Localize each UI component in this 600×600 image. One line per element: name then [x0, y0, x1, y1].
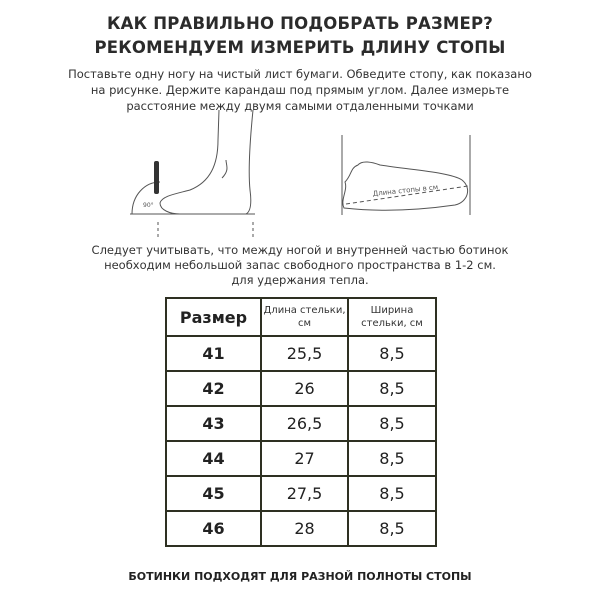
- pencil-icon: [154, 161, 159, 194]
- cell-size: 42: [165, 370, 262, 407]
- fit-note-line-2: необходим небольшой запас свободного про…: [104, 258, 496, 272]
- size-table: Размер Длина стельки, см Ширина стельки,…: [165, 297, 437, 547]
- cell-size: 46: [165, 510, 262, 547]
- cell-width: 8,5: [347, 475, 437, 512]
- table-row: 44 27 8,5: [165, 440, 437, 477]
- header-insole-length: Длина стельки, см: [260, 297, 349, 337]
- cell-width: 8,5: [347, 370, 437, 407]
- cell-size: 41: [165, 335, 262, 372]
- foot-length-label: Длина стопы в см: [372, 183, 438, 198]
- cell-size: 43: [165, 405, 262, 442]
- cell-length: 26,5: [260, 405, 349, 442]
- header-insole-width: Ширина стельки, см: [347, 297, 437, 337]
- foot-measurement-illustration: 90° Длина стопы в см: [130, 110, 471, 238]
- table-row: 45 27,5 8,5: [165, 475, 437, 512]
- cell-length: 27: [260, 440, 349, 477]
- intro-text: Поставьте одну ногу на чистый лист бумаг…: [68, 67, 532, 113]
- table-row: 41 25,5 8,5: [165, 335, 437, 372]
- footer-note: БОТИНКИ ПОДХОДЯТ ДЛЯ РАЗНОЙ ПОЛНОТЫ СТОП…: [128, 570, 472, 583]
- angle-label: 90°: [143, 202, 154, 209]
- cell-length: 27,5: [260, 475, 349, 512]
- cell-size: 44: [165, 440, 262, 477]
- cell-width: 8,5: [347, 440, 437, 477]
- cell-width: 8,5: [347, 510, 437, 547]
- fit-note-line-3: для удержания тепла.: [231, 273, 369, 287]
- cell-length: 26: [260, 370, 349, 407]
- cell-length: 28: [260, 510, 349, 547]
- fit-note-line-1: Следует учитывать, что между ногой и вну…: [91, 243, 509, 257]
- foot-outline-drawing: [341, 135, 471, 215]
- cell-size: 45: [165, 475, 262, 512]
- table-header-row: Размер Длина стельки, см Ширина стельки,…: [165, 297, 437, 337]
- table-row: 46 28 8,5: [165, 510, 437, 547]
- fit-note: Следует учитывать, что между ногой и вну…: [80, 243, 520, 288]
- cell-width: 8,5: [347, 335, 437, 372]
- header-size: Размер: [165, 297, 262, 337]
- cell-width: 8,5: [347, 405, 437, 442]
- cell-length: 25,5: [260, 335, 349, 372]
- side-foot-drawing: [130, 110, 255, 238]
- heading-line-2: РЕКОМЕНДУЕМ ИЗМЕРИТЬ ДЛИНУ СТОПЫ: [94, 38, 506, 57]
- heading-line-1: КАК ПРАВИЛЬНО ПОДОБРАТЬ РАЗМЕР?: [106, 14, 494, 33]
- table-row: 42 26 8,5: [165, 370, 437, 407]
- table-row: 43 26,5 8,5: [165, 405, 437, 442]
